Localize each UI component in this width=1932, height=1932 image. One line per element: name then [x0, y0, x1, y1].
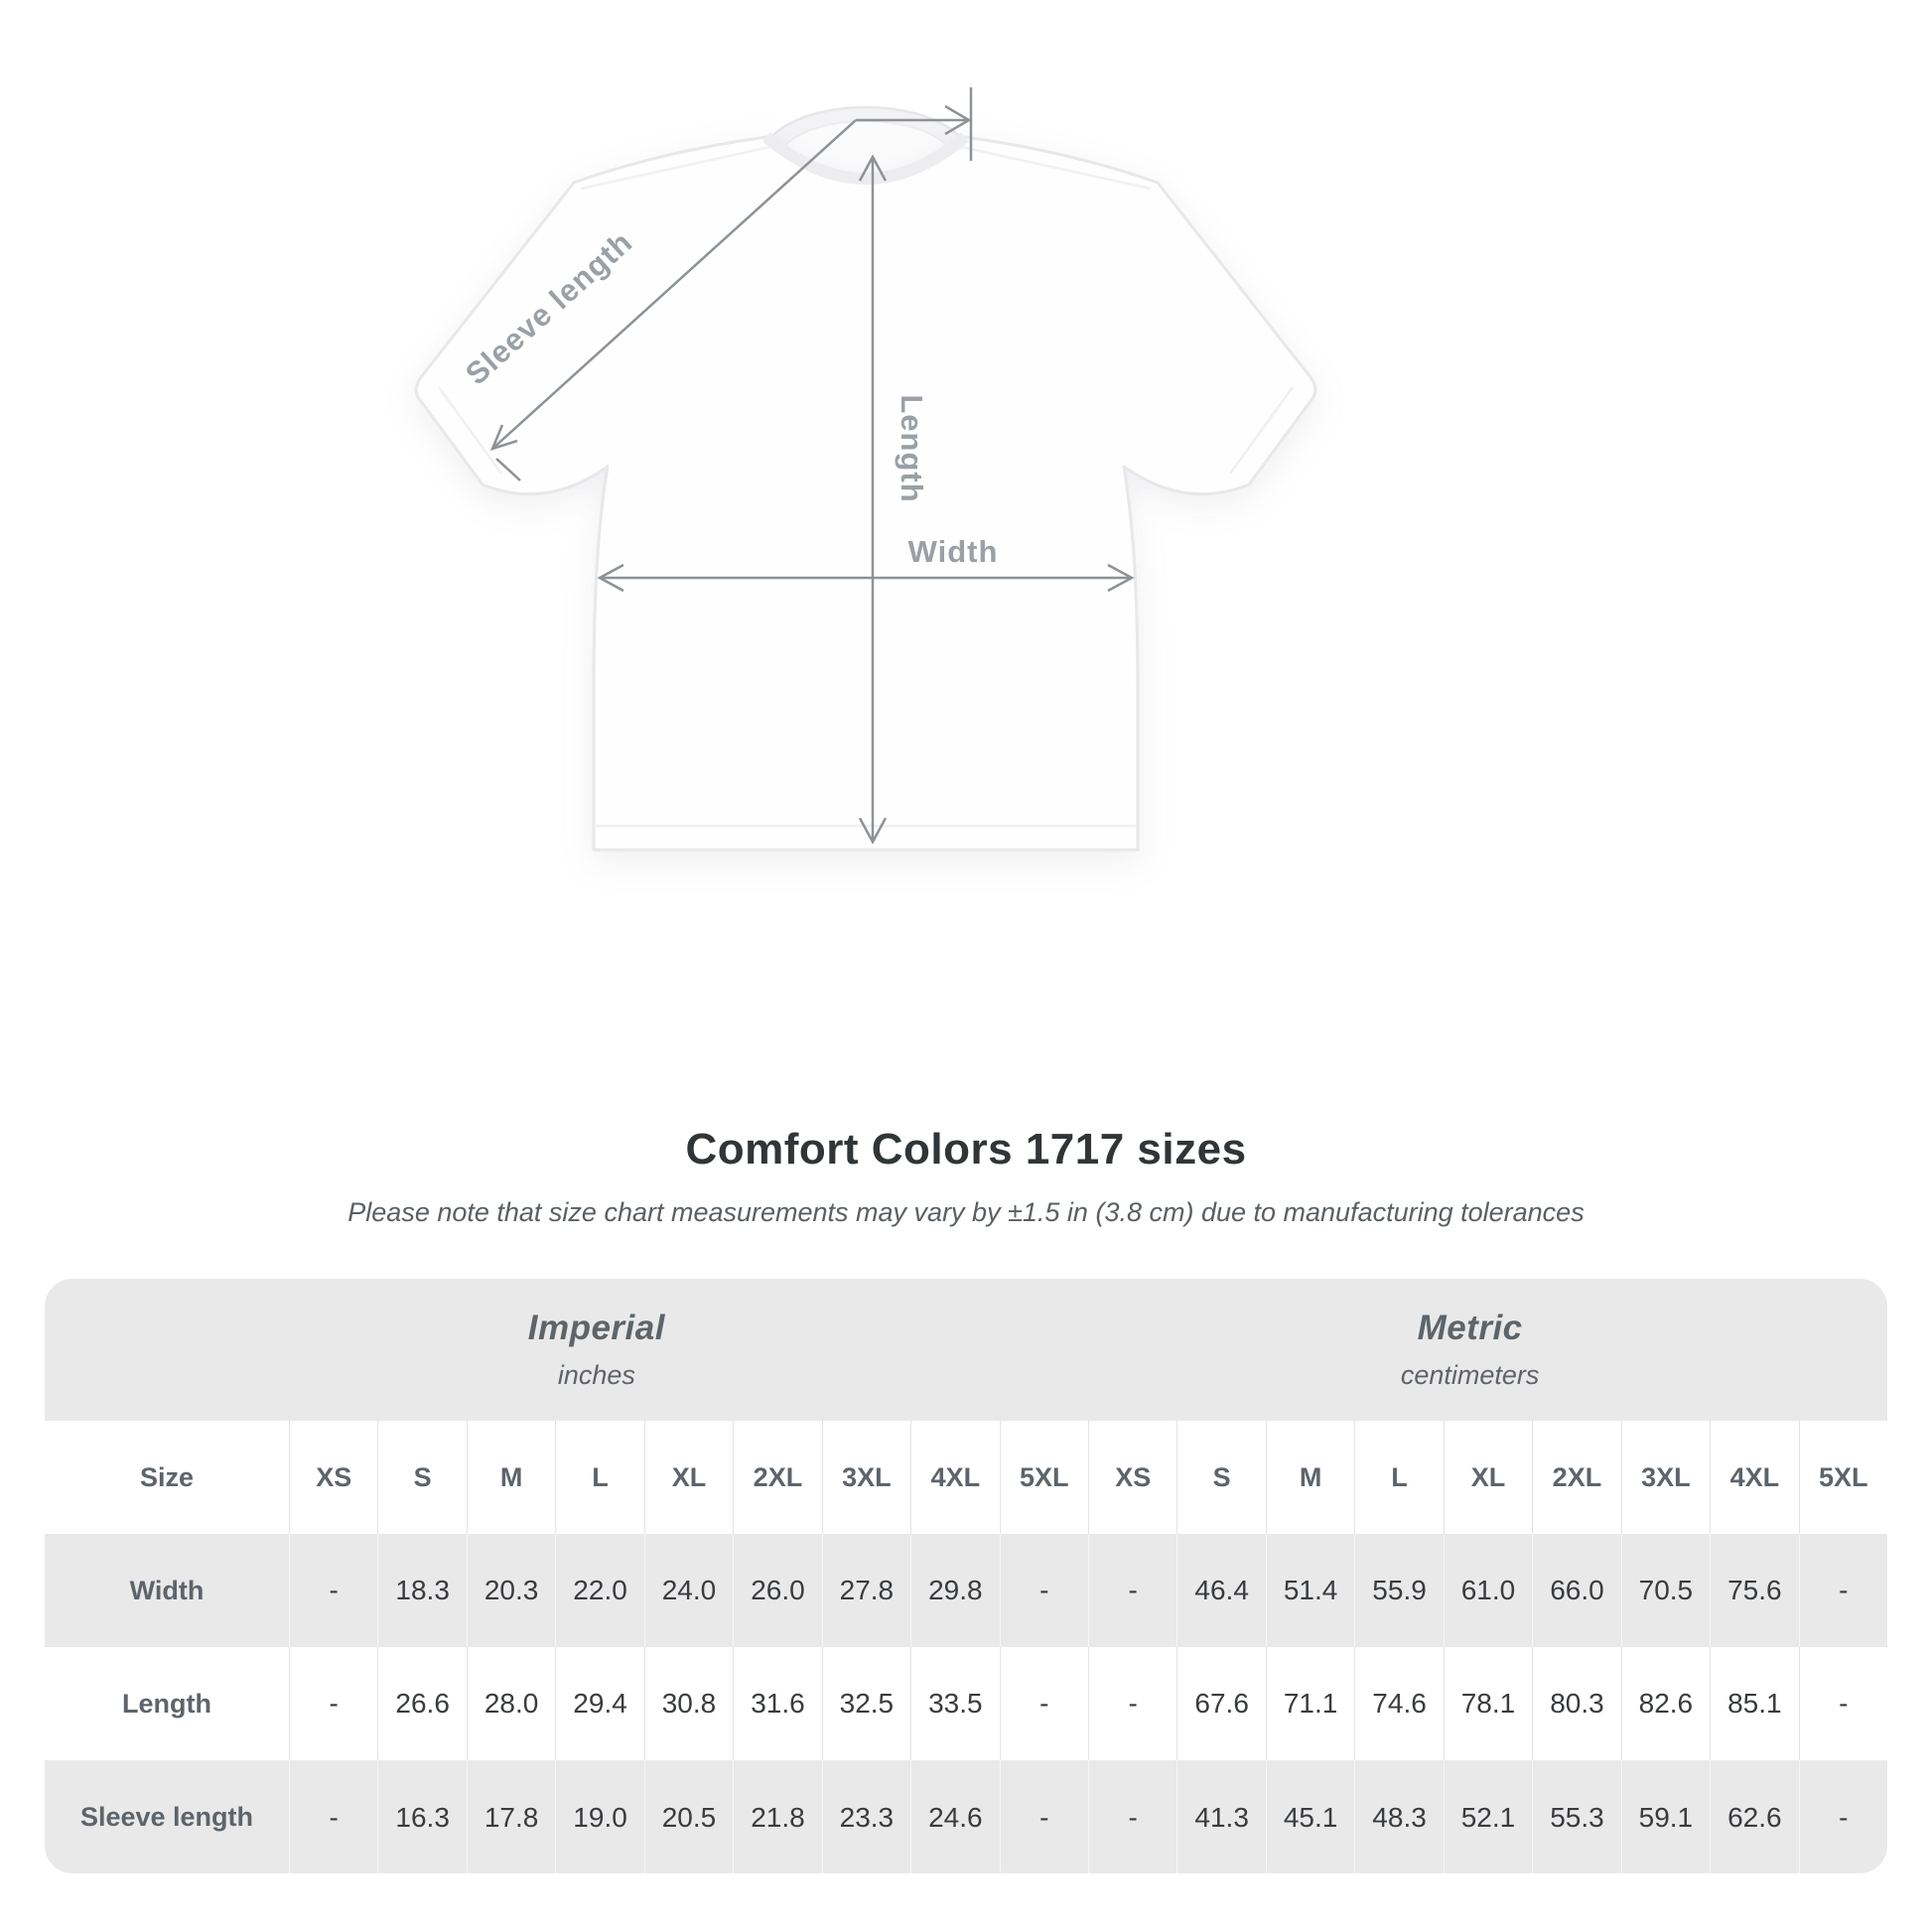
value-cell: -	[1798, 1647, 1887, 1760]
page-title: Comfort Colors 1717 sizes	[685, 1125, 1247, 1173]
value-cell: 82.6	[1620, 1647, 1710, 1760]
size-header-imperial-l: L	[555, 1421, 643, 1534]
size-table-rows: Size XS S M L XL 2XL 3XL 4XL 5XL XS S M L XL 2XL 3XL 4XL 5…	[45, 1421, 1887, 1873]
imperial-group-header: Imperial inches	[528, 1279, 665, 1421]
size-header-imperial-4xl: 4XL	[910, 1421, 999, 1534]
size-column-header: Size	[139, 1461, 195, 1492]
tshirt-image	[414, 132, 1317, 852]
metric-label: Metric	[1417, 1309, 1523, 1347]
value-cell: 71.1	[1265, 1647, 1354, 1760]
size-header-imperial-xs: XS	[289, 1421, 377, 1534]
table-row-sleeve-length: Sleeve length -16.3 17.8 19.0 20.5 21.8 23.3 24…	[45, 1760, 1887, 1873]
table-row-length: Length -26.6 28.0 29.4 30.8 31.6 32.5 33.5- -67.…	[45, 1647, 1887, 1760]
value-cell: -	[289, 1760, 377, 1873]
value-cell: 52.1	[1443, 1760, 1532, 1873]
value-cell: 27.8	[821, 1534, 910, 1647]
imperial-label: Imperial	[527, 1309, 665, 1347]
value-cell: 61.0	[1443, 1534, 1532, 1647]
size-header-imperial-2xl: 2XL	[733, 1421, 821, 1534]
value-cell: 33.5	[910, 1647, 999, 1760]
value-cell: 29.4	[555, 1647, 643, 1760]
table-row-width: Width -18.3 20.3 22.0 24.0 26.0 27.8 29.8- -46.4…	[45, 1534, 1887, 1647]
value-cell: -	[999, 1534, 1088, 1647]
value-cell: 66.0	[1532, 1534, 1620, 1647]
value-cell: 26.6	[377, 1647, 466, 1760]
size-header-metric-2xl: 2XL	[1532, 1421, 1620, 1534]
value-cell: 21.8	[733, 1760, 821, 1873]
value-cell: 80.3	[1532, 1647, 1620, 1760]
value-cell: -	[1087, 1647, 1176, 1760]
row-label: Sleeve length	[79, 1802, 254, 1832]
value-cell: 51.4	[1265, 1534, 1354, 1647]
value-cell: 78.1	[1443, 1647, 1532, 1760]
size-header-metric-m: M	[1265, 1421, 1354, 1534]
size-header-imperial-s: S	[377, 1421, 466, 1534]
width-arrow	[597, 563, 1135, 593]
size-header-metric-s: S	[1176, 1421, 1265, 1534]
unit-system-header: Imperial inches Metric centimeters	[45, 1279, 1887, 1421]
value-cell: 16.3	[377, 1760, 466, 1873]
value-cell: 46.4	[1176, 1534, 1265, 1647]
size-header-imperial-xl: XL	[643, 1421, 733, 1534]
value-cell: 19.0	[555, 1760, 643, 1873]
length-arrow	[858, 154, 888, 845]
size-header-metric-4xl: 4XL	[1710, 1421, 1798, 1534]
value-cell: 45.1	[1265, 1760, 1354, 1873]
width-label: Width	[908, 534, 999, 569]
value-cell: 62.6	[1710, 1760, 1798, 1873]
value-cell: 74.6	[1354, 1647, 1443, 1760]
value-cell: 20.5	[643, 1760, 733, 1873]
metric-unit-label: centimeters	[1400, 1360, 1540, 1390]
value-cell: -	[289, 1534, 377, 1647]
value-cell: -	[1087, 1760, 1176, 1873]
size-header-imperial-5xl: 5XL	[999, 1421, 1088, 1534]
size-header-metric-3xl: 3XL	[1620, 1421, 1710, 1534]
value-cell: -	[999, 1647, 1088, 1760]
size-table: Imperial inches Metric centimeters Size X…	[45, 1279, 1887, 1873]
size-header-metric-l: L	[1354, 1421, 1443, 1534]
value-cell: 55.9	[1354, 1534, 1443, 1647]
value-cell: 24.0	[643, 1534, 733, 1647]
metric-group-header: Metric centimeters	[1401, 1279, 1540, 1421]
tshirt-measurement-diagram: Sleeve length Length Width	[414, 87, 1317, 852]
value-cell: 23.3	[821, 1760, 910, 1873]
value-cell: 67.6	[1176, 1647, 1265, 1760]
value-cell: 24.6	[910, 1760, 999, 1873]
value-cell: 22.0	[555, 1534, 643, 1647]
value-cell: 85.1	[1710, 1647, 1798, 1760]
value-cell: 20.3	[466, 1534, 555, 1647]
value-cell: -	[1798, 1534, 1887, 1647]
value-cell: -	[999, 1760, 1088, 1873]
value-cell: 32.5	[821, 1647, 910, 1760]
imperial-unit-label: inches	[557, 1360, 635, 1390]
size-header-imperial-m: M	[466, 1421, 555, 1534]
value-cell: 55.3	[1532, 1760, 1620, 1873]
row-label: Width	[129, 1575, 205, 1605]
value-cell: 41.3	[1176, 1760, 1265, 1873]
row-label: Length	[122, 1688, 211, 1719]
value-cell: 48.3	[1354, 1760, 1443, 1873]
value-cell: 30.8	[643, 1647, 733, 1760]
value-cell: 75.6	[1710, 1534, 1798, 1647]
value-cell: -	[289, 1647, 377, 1760]
size-header-imperial-3xl: 3XL	[821, 1421, 910, 1534]
value-cell: 31.6	[733, 1647, 821, 1760]
value-cell: 26.0	[733, 1534, 821, 1647]
size-header-metric-5xl: 5XL	[1798, 1421, 1887, 1534]
size-header-metric-xs: XS	[1087, 1421, 1176, 1534]
value-cell: -	[1087, 1534, 1176, 1647]
value-cell: 28.0	[466, 1647, 555, 1760]
size-header-metric-xl: XL	[1443, 1421, 1532, 1534]
value-cell: 17.8	[466, 1760, 555, 1873]
value-cell: 29.8	[910, 1534, 999, 1647]
sleeve-length-arrow	[489, 87, 973, 482]
size-header-row: Size XS S M L XL 2XL 3XL 4XL 5XL XS S M L XL 2XL 3XL 4XL 5…	[45, 1421, 1887, 1534]
tolerance-note: Please note that size chart measurements…	[347, 1197, 1585, 1227]
length-label: Length	[895, 394, 929, 502]
value-cell: 70.5	[1620, 1534, 1710, 1647]
value-cell: 18.3	[377, 1534, 466, 1647]
value-cell: -	[1798, 1760, 1887, 1873]
value-cell: 59.1	[1620, 1760, 1710, 1873]
